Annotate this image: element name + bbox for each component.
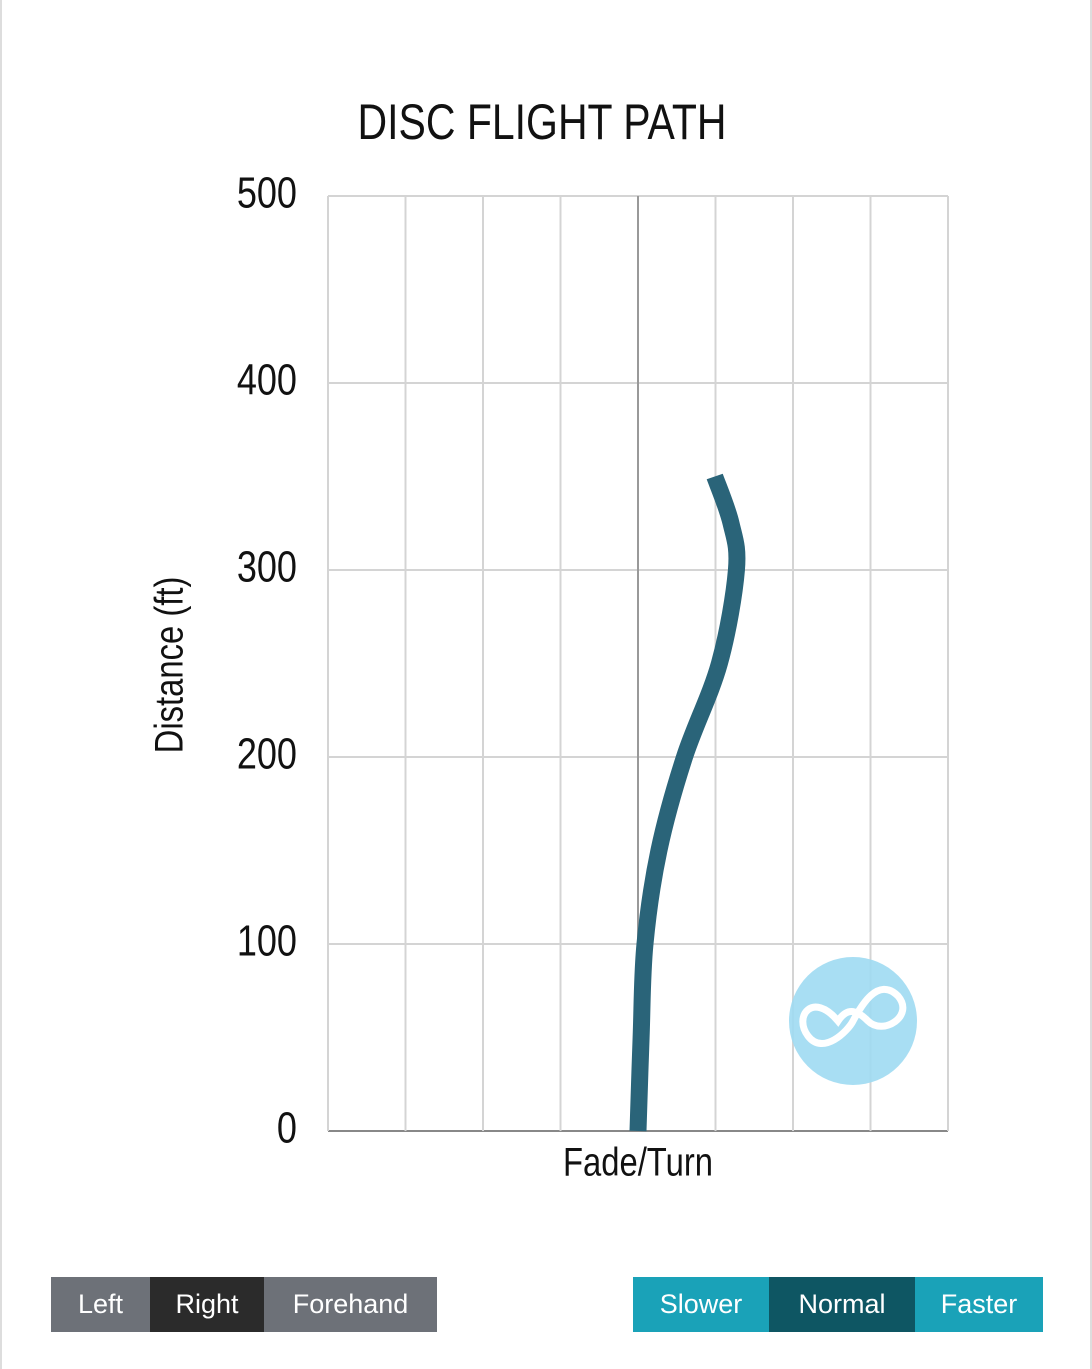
y-axis-label: Distance (ft) [146,577,191,754]
flight-path [629,473,746,1132]
chart: DISC FLIGHT PATH Fade/Turn Distance (ft)… [146,94,949,1184]
y-tick-label: 400 [237,355,297,404]
speed-button[interactable]: Faster [915,1277,1043,1332]
x-axis-label: Fade/Turn [563,1139,713,1184]
y-tick-label: 300 [237,542,297,591]
speed-selector: Slower Normal Faster [633,1277,1043,1332]
y-tick-label: 0 [277,1103,297,1152]
logo [789,957,917,1085]
throw-button[interactable]: Right [150,1277,264,1332]
y-tick-label: 200 [237,729,297,778]
throw-selector: Left Right Forehand [51,1277,437,1332]
speed-button[interactable]: Normal [769,1277,915,1332]
chart-title: DISC FLIGHT PATH [357,94,726,150]
y-tick-label: 500 [237,168,297,217]
throw-button[interactable]: Forehand [264,1277,437,1332]
y-tick-label: 100 [237,916,297,965]
throw-button[interactable]: Left [51,1277,150,1332]
speed-button[interactable]: Slower [633,1277,769,1332]
